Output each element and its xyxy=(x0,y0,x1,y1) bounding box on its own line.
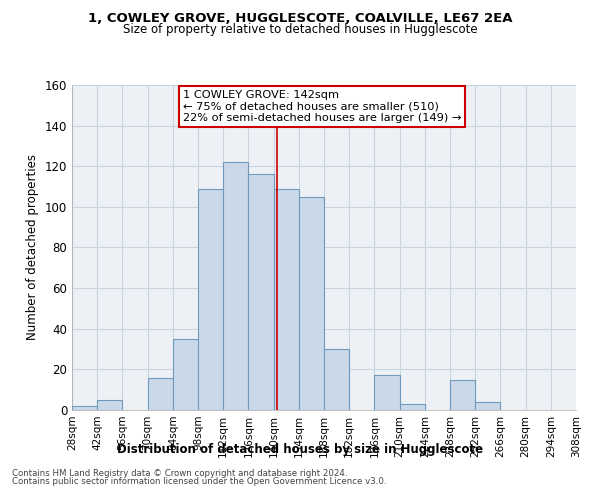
Bar xyxy=(324,349,349,410)
Bar xyxy=(475,402,500,410)
Bar xyxy=(198,188,223,410)
Bar xyxy=(374,376,400,410)
Text: Distribution of detached houses by size in Hugglescote: Distribution of detached houses by size … xyxy=(117,442,483,456)
Bar xyxy=(299,196,324,410)
Bar xyxy=(173,339,198,410)
Bar xyxy=(450,380,475,410)
Y-axis label: Number of detached properties: Number of detached properties xyxy=(26,154,39,340)
Text: Contains HM Land Registry data © Crown copyright and database right 2024.: Contains HM Land Registry data © Crown c… xyxy=(12,468,347,477)
Bar xyxy=(400,404,425,410)
Text: Contains public sector information licensed under the Open Government Licence v3: Contains public sector information licen… xyxy=(12,477,386,486)
Text: 1, COWLEY GROVE, HUGGLESCOTE, COALVILLE, LE67 2EA: 1, COWLEY GROVE, HUGGLESCOTE, COALVILLE,… xyxy=(88,12,512,26)
Bar xyxy=(148,378,173,410)
Bar xyxy=(274,188,299,410)
Bar xyxy=(223,162,248,410)
Bar xyxy=(248,174,274,410)
Text: 1 COWLEY GROVE: 142sqm
← 75% of detached houses are smaller (510)
22% of semi-de: 1 COWLEY GROVE: 142sqm ← 75% of detached… xyxy=(183,90,461,123)
Text: Size of property relative to detached houses in Hugglescote: Size of property relative to detached ho… xyxy=(122,22,478,36)
Bar xyxy=(97,400,122,410)
Bar xyxy=(72,406,97,410)
